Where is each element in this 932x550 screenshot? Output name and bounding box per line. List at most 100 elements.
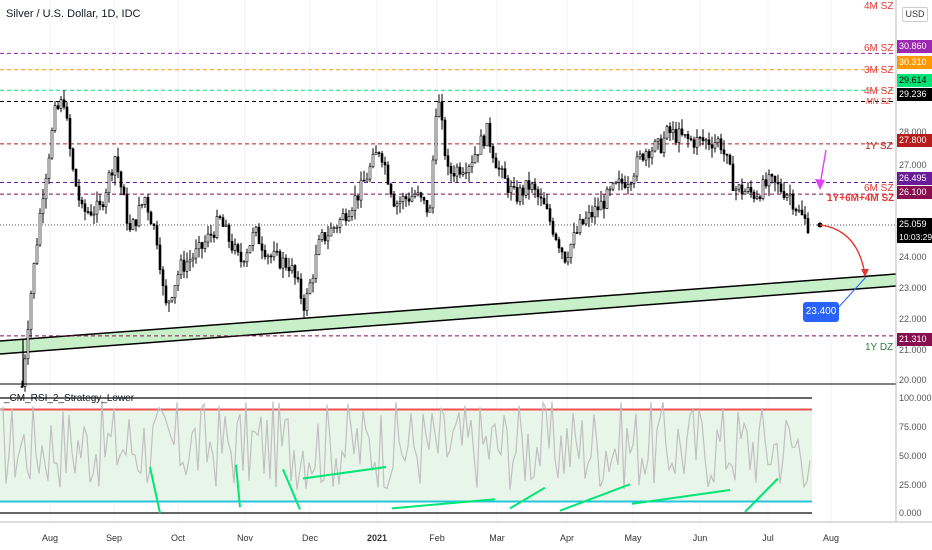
candle-body: [374, 152, 378, 155]
candle-body: [215, 216, 219, 238]
rsi-line: [0, 400, 811, 490]
candle-body: [725, 153, 729, 156]
candle-body: [287, 267, 291, 272]
time-tick: Jun: [692, 533, 708, 543]
candle-body: [143, 197, 147, 205]
candle-body: [500, 168, 504, 170]
candle-body: [380, 153, 384, 163]
candle-body: [458, 166, 462, 175]
zone-label: 6M SZ: [864, 43, 894, 54]
candle-body: [485, 122, 489, 147]
candle-body: [353, 195, 357, 211]
candle-body: [584, 217, 588, 225]
indicator-title[interactable]: _CM_RSI_2_Strategy_Lower: [4, 393, 135, 404]
candle-body: [653, 140, 657, 152]
time-tick: May: [624, 533, 642, 543]
target-price-label[interactable]: 23.400: [803, 302, 839, 322]
candle-body: [530, 183, 534, 190]
rsi-tick: 75.000: [899, 422, 927, 432]
candle-body: [728, 155, 732, 165]
channel-fill: [0, 274, 896, 354]
candle-body: [236, 244, 240, 253]
candle-body: [524, 180, 528, 196]
candle-body: [20, 386, 24, 388]
rsi-signal: [302, 466, 387, 480]
candle-body: [194, 248, 198, 259]
candle-body: [650, 150, 654, 159]
projection-curve: [819, 224, 866, 276]
candle-body: [398, 201, 402, 205]
candle-body: [131, 219, 135, 231]
zone-label: 1Y DZ: [865, 342, 894, 353]
candle-body: [335, 226, 339, 229]
rsi-tick: 0.000: [899, 508, 922, 518]
rsi-signal: [149, 466, 161, 514]
candle-body: [800, 209, 804, 216]
candle-body: [404, 196, 408, 200]
rsi-signal: [282, 468, 301, 510]
annotations: [815, 149, 869, 310]
candle-body: [698, 136, 702, 139]
candle-body: [176, 274, 180, 286]
candle-body: [239, 251, 243, 262]
candle-body: [68, 117, 72, 150]
candle-body: [149, 211, 153, 225]
candle-body: [704, 139, 708, 142]
candle-body: [419, 192, 423, 198]
candle-body: [659, 138, 663, 153]
level-tag[interactable]: 21.310: [897, 333, 932, 346]
candle-body: [371, 154, 375, 168]
candle-body: [395, 203, 399, 207]
candle-body: [416, 192, 420, 195]
current-price-tag[interactable]: 25.059: [897, 218, 932, 231]
candle-body: [290, 265, 294, 272]
candle-body: [566, 257, 570, 263]
candle-body: [92, 213, 96, 216]
level-tag[interactable]: 29.236: [897, 88, 932, 101]
level-tag[interactable]: 30.310: [897, 56, 932, 69]
candle-body: [212, 234, 216, 238]
candle-body: [347, 215, 351, 222]
level-tag[interactable]: 27.800: [897, 134, 932, 147]
level-tag[interactable]: 29.614: [897, 74, 932, 87]
candle-body: [668, 126, 672, 134]
candle-body: [788, 193, 792, 196]
candle-body: [440, 101, 444, 121]
candle-body: [263, 249, 267, 258]
level-tag[interactable]: 30.860: [897, 40, 932, 53]
candle-body: [461, 172, 465, 175]
candle-body: [284, 257, 288, 268]
candle-body: [233, 244, 237, 251]
candle-body: [221, 217, 225, 227]
candle-body: [260, 243, 264, 251]
candle-body: [749, 187, 753, 193]
zone-label: 6M SZ: [864, 183, 894, 194]
candle-body: [503, 168, 507, 179]
currency-badge[interactable]: USD: [902, 7, 928, 22]
rsi-signal: [391, 498, 496, 510]
candle-body: [740, 184, 744, 195]
candle-body: [128, 223, 132, 231]
rsi-signal: [744, 477, 779, 513]
candle-body: [224, 224, 228, 227]
candle-body: [596, 206, 600, 211]
candle-body: [602, 200, 606, 209]
candle-body: [152, 223, 156, 226]
candle-body: [332, 227, 336, 229]
candle-body: [296, 277, 300, 280]
candle-body: [269, 255, 273, 258]
candle-body: [119, 171, 123, 188]
candle-body: [134, 219, 138, 227]
candle-body: [473, 154, 477, 164]
level-tag[interactable]: 26.495: [897, 172, 932, 185]
candle-body: [554, 233, 558, 240]
level-tag[interactable]: 26.100: [897, 186, 932, 199]
candle-body: [137, 205, 141, 227]
candle-body: [548, 208, 552, 222]
time-tick: 2021: [366, 533, 388, 543]
candle-body: [377, 152, 381, 154]
symbol-title[interactable]: Silver / U.S. Dollar, 1D, IDC: [6, 8, 141, 20]
candle-body: [743, 191, 747, 195]
zone-label: 4M SZ: [864, 1, 894, 12]
